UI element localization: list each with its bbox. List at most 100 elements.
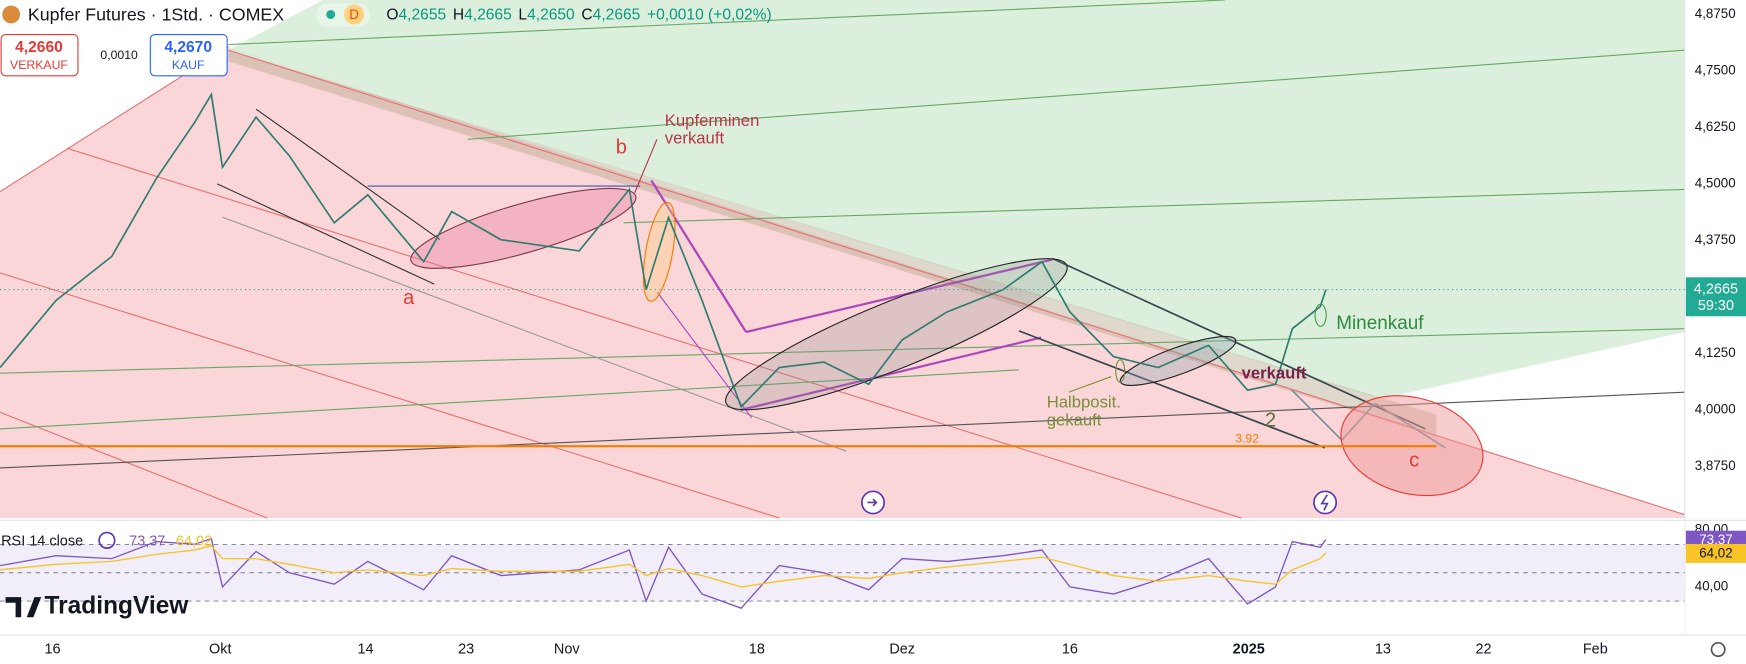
- ohlc-key: O: [386, 7, 398, 24]
- drawings: [0, 0, 1685, 519]
- x-tick-label: 2025: [1233, 641, 1265, 657]
- annotation-pointer: [634, 139, 658, 193]
- rsi-band: [0, 544, 1685, 602]
- trend-line: [623, 188, 1685, 224]
- sell-label: VERKAUF: [10, 58, 68, 72]
- annotation: Halbposit.: [1047, 393, 1121, 412]
- trend-line: [222, 216, 847, 452]
- rsi-tick-label: 40,00: [1695, 578, 1728, 593]
- trend-line: [228, 0, 1225, 46]
- annotation: gekauft: [1047, 411, 1102, 430]
- ohlc-key: H: [453, 7, 464, 24]
- highlight-ellipse: [642, 201, 676, 302]
- annotation: c: [1409, 450, 1419, 472]
- x-tick-label: 23: [458, 641, 474, 657]
- annotation: Minenkauf: [1336, 313, 1424, 334]
- y-tick-label: 3,8750: [1695, 458, 1736, 473]
- x-tick-label: Dez: [889, 641, 915, 657]
- y-tick-label: 4,7500: [1695, 63, 1736, 78]
- ohlc: O4,2655 H4,2665 L4,2650 C4,2665 +0,0010 (+0,…: [386, 7, 771, 24]
- ohlc-key: C: [581, 7, 592, 24]
- spread: 0,0010: [100, 48, 138, 62]
- annotation: 2: [1265, 409, 1276, 431]
- highlight-ellipse: [725, 258, 1068, 411]
- y-tick-label: 4,0000: [1695, 402, 1736, 417]
- rsi-pane: [0, 521, 1685, 636]
- rsi-value-label: 64,02: [1699, 546, 1732, 561]
- annotation: a: [403, 287, 415, 309]
- trend-line: [650, 179, 748, 333]
- y-tick-label: 4,3750: [1695, 232, 1736, 247]
- sell-button[interactable]: [0, 33, 79, 77]
- x-tick-label: Nov: [554, 641, 580, 657]
- buy-button[interactable]: [149, 33, 228, 77]
- x-tick-label: 18: [749, 641, 765, 657]
- annotation: verkauft: [665, 129, 725, 148]
- ohlc-value: 4,2665: [593, 7, 641, 24]
- x-tick-label: 13: [1375, 641, 1391, 657]
- trend-line: [656, 291, 753, 419]
- rsi-icon: [98, 531, 116, 549]
- data-layer: 3,8750 4,0000 4,1250 4,3750 4,5000 4,6250 4,75…: [0, 6, 1746, 657]
- x-tick-label: 16: [1062, 641, 1078, 657]
- x-tick-label: 16: [44, 641, 60, 657]
- countdown: 59:30: [1698, 298, 1734, 314]
- price-axis: [1684, 0, 1746, 664]
- annotation-pointer: [1068, 376, 1112, 393]
- ohlc-value: 4,2655: [399, 7, 447, 24]
- trend-line: [216, 183, 435, 285]
- price-line: [0, 92, 1327, 409]
- last-price-label: 4,2665: [1694, 281, 1738, 297]
- y-tick-label: 4,5000: [1695, 176, 1736, 191]
- buy-zone: [228, 0, 1685, 399]
- y-tick-label: 4,8750: [1695, 6, 1736, 21]
- highlight-ellipse: [410, 187, 637, 269]
- trend-line: [0, 411, 268, 519]
- settings-icon[interactable]: [1710, 641, 1726, 658]
- y-tick-label: 4,6250: [1695, 119, 1736, 134]
- trend-line: [745, 258, 1053, 334]
- event-icon-glyph: [1320, 494, 1329, 511]
- rsi-line: [0, 537, 1327, 609]
- trend-line: [255, 108, 441, 240]
- market-status: [326, 10, 336, 19]
- y-tick-label: 4,1250: [1695, 345, 1736, 360]
- rsi-ma-value: 64,02: [176, 533, 212, 549]
- trend-line: [467, 49, 1685, 140]
- rsi-line: [0, 545, 1327, 588]
- event-icon[interactable]: [1313, 490, 1338, 515]
- rsi-label: RSI 14 close: [1, 533, 83, 549]
- trend-line: [740, 336, 1042, 412]
- sell-zone: [0, 46, 1685, 519]
- ohlc-change: +0,0010 (+0,02%): [647, 7, 772, 24]
- ohlc-value: 4,2665: [464, 7, 512, 24]
- x-tick-label: 14: [358, 641, 374, 657]
- ohlc-key: L: [518, 7, 527, 24]
- rsi-value-box: [1685, 543, 1746, 563]
- last-price-box: [1685, 277, 1746, 317]
- x-tick-label: Feb: [1583, 641, 1608, 657]
- annotation: b: [616, 136, 627, 158]
- rsi-value: 73,37: [129, 533, 165, 549]
- interval-badge: [344, 4, 365, 25]
- trend-line: [0, 328, 1685, 374]
- annotation: Kupferminen: [665, 111, 760, 130]
- logo: TradingView: [45, 593, 190, 620]
- highlight-ellipse: [1115, 359, 1126, 383]
- rsi-value-label: 73,37: [1699, 532, 1732, 547]
- logo-icon: [5, 597, 42, 618]
- interval-badge-text: D: [349, 7, 359, 22]
- event-icon-glyph: [867, 498, 878, 507]
- buy-label: KAUF: [172, 58, 205, 72]
- trend-line: [1051, 257, 1426, 430]
- trend-line: [0, 272, 780, 519]
- buy-price: 4,2670: [164, 39, 212, 56]
- chart-title: Kupfer Futures · 1Std. · COMEX: [28, 4, 284, 24]
- level-label: 3.92: [1235, 432, 1259, 446]
- sell-price: 4,2660: [15, 39, 63, 56]
- x-tick-label: 22: [1475, 641, 1491, 657]
- trend-line: [0, 369, 1019, 430]
- trend-line: [66, 147, 1242, 519]
